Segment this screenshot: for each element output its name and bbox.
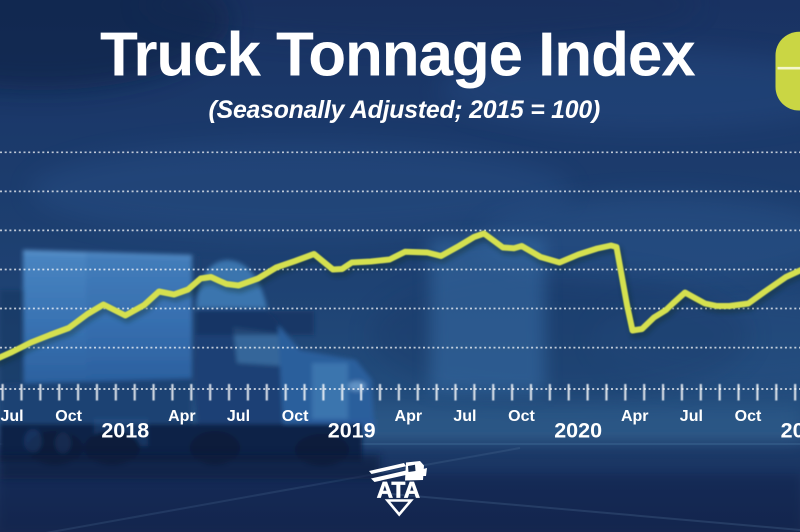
svg-text:2019: 2019	[328, 419, 376, 443]
svg-text:2021: 2021	[781, 419, 800, 443]
svg-text:2018: 2018	[101, 419, 149, 443]
svg-text:Jul: Jul	[453, 408, 476, 425]
svg-text:Oct: Oct	[735, 408, 762, 425]
svg-text:Jul: Jul	[0, 408, 23, 425]
svg-text:2020: 2020	[554, 419, 602, 443]
svg-text:Oct: Oct	[508, 408, 535, 425]
svg-text:Apr: Apr	[168, 408, 196, 425]
svg-text:Apr: Apr	[395, 408, 423, 425]
svg-text:Jul: Jul	[227, 408, 250, 425]
svg-text:Oct: Oct	[55, 408, 82, 425]
svg-text:Apr: Apr	[621, 408, 649, 425]
svg-text:Jul: Jul	[680, 408, 703, 425]
svg-text:ATA: ATA	[377, 478, 421, 503]
svg-text:Truck Tonnage Index: Truck Tonnage Index	[100, 20, 696, 89]
svg-text:Oct: Oct	[282, 408, 309, 425]
svg-text:(Seasonally Adjusted; 2015 = 1: (Seasonally Adjusted; 2015 = 100)	[209, 97, 600, 124]
